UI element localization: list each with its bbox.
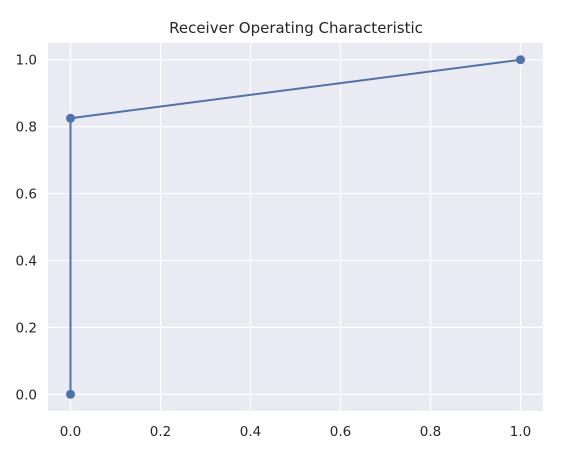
y-tick-label: 0.2 [16,320,37,336]
x-tick-label: 1.0 [510,424,531,440]
roc-point [66,113,75,123]
y-tick-label: 0.4 [16,253,37,269]
plot-area [48,43,543,411]
x-tick-label: 0.4 [240,424,261,440]
y-tick-label: 0.0 [16,387,37,403]
grid [48,43,543,411]
y-tick-label: 0.6 [16,187,37,203]
x-tick-label: 0.6 [330,424,351,440]
series-layer [66,55,525,399]
y-tick-label: 0.8 [16,120,37,136]
roc-point [66,389,75,399]
x-tick-label: 0.0 [60,424,81,440]
x-tick-label: 0.8 [420,424,441,440]
chart-title: Receiver Operating Characteristic [169,19,423,37]
tick-labels: 0.0 0.2 0.4 0.6 0.8 1.0 0.0 0.2 0.4 0.6 0.8 1.0 [16,53,532,440]
roc-point [516,55,525,65]
x-tick-label: 0.2 [150,424,171,440]
y-tick-label: 1.0 [16,53,37,69]
